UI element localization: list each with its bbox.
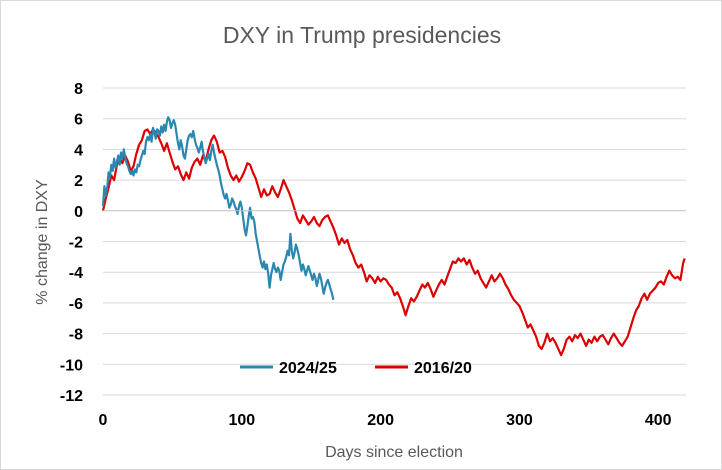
legend-label: 2024/25 bbox=[279, 360, 337, 377]
x-tick-label: 0 bbox=[99, 412, 108, 429]
x-tick-label: 100 bbox=[228, 412, 255, 429]
y-tick-label: -8 bbox=[69, 327, 83, 344]
y-tick-label: 2 bbox=[74, 173, 83, 190]
y-tick-label: -4 bbox=[69, 265, 83, 282]
y-tick-label: -10 bbox=[60, 357, 83, 374]
y-tick-label: 0 bbox=[74, 204, 83, 221]
series-line-2024-25 bbox=[101, 116, 335, 301]
x-tick-label: 200 bbox=[367, 412, 394, 429]
y-tick-label: 4 bbox=[74, 142, 83, 159]
y-tick-label: 6 bbox=[74, 112, 83, 129]
y-tick-label: 8 bbox=[74, 81, 83, 98]
series-lines bbox=[101, 116, 686, 357]
x-tick-labels: 0 100 200 300 400 bbox=[99, 412, 672, 429]
y-tick-label: -2 bbox=[69, 235, 83, 252]
chart-title: DXY in Trump presidencies bbox=[223, 22, 501, 48]
series-line-2016-20 bbox=[101, 128, 686, 357]
y-tick-label: -12 bbox=[60, 388, 83, 405]
x-axis-title: Days since election bbox=[325, 444, 463, 461]
x-tick-label: 400 bbox=[645, 412, 672, 429]
y-axis-title: % change in DXY bbox=[34, 179, 51, 305]
x-tick-label: 300 bbox=[506, 412, 533, 429]
y-tick-label: -6 bbox=[69, 296, 83, 313]
legend: 2024/25 2016/20 bbox=[240, 360, 472, 377]
y-tick-labels: 8 6 4 2 0 -2 -4 -6 -8 -10 -12 bbox=[60, 81, 83, 405]
legend-label: 2016/20 bbox=[414, 360, 472, 377]
